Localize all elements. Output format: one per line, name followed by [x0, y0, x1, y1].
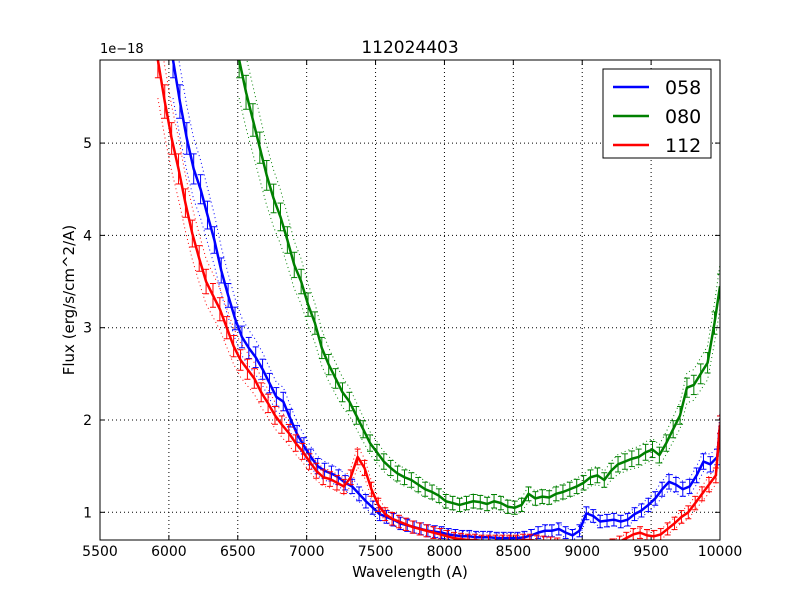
y-tick-label: 2	[83, 413, 92, 429]
legend-label-058: 058	[665, 77, 701, 99]
axis-ticks: 5500 6000 6500 7000 7500 8000 8500 9000 9500 1000…	[82, 60, 742, 560]
x-tick-label: 7000	[289, 544, 325, 560]
x-tick-label: 7500	[358, 544, 394, 560]
series-line-112	[156, 60, 720, 540]
y-tick-label: 3	[83, 321, 92, 337]
y-tick-label: 5	[83, 136, 92, 152]
series-layer	[154, 60, 720, 540]
series-058-upper-bound	[178, 60, 720, 535]
y-offset-label: 1e−18	[100, 42, 144, 57]
chart-title: 112024403	[361, 38, 458, 58]
x-axis-label: Wavelength (A)	[352, 563, 468, 581]
x-tick-label: 9500	[633, 544, 669, 560]
x-tick-label: 6000	[151, 544, 187, 560]
x-tick-label: 8500	[496, 544, 532, 560]
y-tick-label: 4	[83, 228, 92, 244]
y-axis-label: Flux (erg/s/cm^2/A)	[60, 225, 78, 376]
legend-label-112: 112	[665, 135, 701, 157]
series-line-058	[171, 60, 720, 540]
legend: 058 080 112	[602, 68, 712, 159]
y-tick-label: 1	[83, 505, 92, 521]
x-tick-label: 6500	[220, 544, 256, 560]
x-tick-label: 9000	[564, 544, 600, 560]
plot-frame	[99, 59, 721, 541]
series-058-lower-bound	[172, 98, 720, 540]
x-tick-label: 8000	[427, 544, 463, 560]
legend-box	[602, 68, 712, 159]
x-tick-label: 10000	[698, 544, 743, 560]
legend-label-080: 080	[665, 106, 701, 128]
series-080	[236, 60, 720, 515]
series-line-080	[237, 60, 720, 509]
x-tick-label: 5500	[82, 544, 118, 560]
